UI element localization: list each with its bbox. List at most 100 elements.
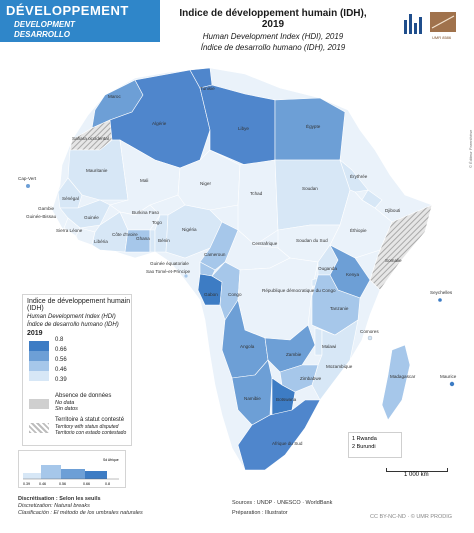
svg-text:Madagascar: Madagascar: [390, 374, 416, 379]
title-en: Human Development Index (HDI), 2019: [202, 32, 344, 41]
svg-text:Côte d'Ivoire: Côte d'Ivoire: [112, 232, 138, 237]
banner-title-es: DESARROLLO: [14, 30, 70, 39]
prodig-logo-icon: [430, 12, 456, 32]
svg-text:Gambie: Gambie: [38, 206, 55, 211]
country-madagascar: [381, 344, 411, 421]
svg-text:Niger: Niger: [200, 181, 211, 186]
svg-text:Tanzanie: Tanzanie: [330, 306, 349, 311]
country-eritrea: [339, 159, 369, 193]
hist-tick-3: 0.56: [59, 482, 66, 486]
banner-title-fr: DÉVELOPPEMENT: [6, 3, 129, 18]
svg-text:Ouganda: Ouganda: [318, 266, 337, 271]
country-malawi: [314, 327, 323, 356]
footer-license: CC BY-NC-ND · © UMR PRODIG: [370, 514, 453, 520]
legend: Indice de développement humain (IDH) Huma…: [22, 294, 132, 446]
svg-text:Cameroun: Cameroun: [204, 252, 226, 257]
svg-text:Congo: Congo: [228, 292, 242, 297]
legend-break-3: 0.56: [55, 357, 67, 363]
country-somalia: [369, 204, 433, 291]
banner-title-en: DEVELOPMENT: [14, 20, 75, 29]
svg-text:Guinée équatoriale: Guinée équatoriale: [150, 261, 189, 266]
bar-logo-icon: [404, 14, 422, 34]
svg-text:Sierra Léone: Sierra Léone: [56, 228, 83, 233]
legend-title-fr: Indice de développement humain (IDH): [27, 298, 131, 312]
distribution-histogram: 0.39 0.46 0.56 0.66 0.8 Sd Afrique: [18, 450, 126, 488]
svg-text:Maroc: Maroc: [108, 94, 121, 99]
nodata-swatch: [29, 399, 49, 409]
svg-text:Bénin: Bénin: [158, 238, 170, 243]
legend-title-en: Human Development Index (HDI): [27, 314, 116, 320]
country-mozambique: [311, 319, 359, 401]
country-namibia: [231, 359, 273, 426]
svg-text:Togo: Togo: [152, 220, 162, 225]
country-mauritius: [449, 381, 455, 387]
svg-text:Nigéria: Nigéria: [182, 227, 197, 232]
svg-text:Mauritanie: Mauritanie: [86, 168, 108, 173]
nodata-en: No data: [55, 400, 75, 406]
svg-text:Seychelles: Seychelles: [430, 290, 453, 295]
country-south-africa: [237, 399, 321, 471]
svg-text:Malawi: Malawi: [322, 344, 336, 349]
svg-text:Kenya: Kenya: [346, 272, 359, 277]
svg-text:Libéria: Libéria: [94, 239, 108, 244]
legend-disputed: Territoire à statut contesté Territory w…: [23, 417, 131, 443]
svg-text:Sénégal: Sénégal: [62, 196, 79, 201]
inset-item-2: 2 Burundi: [352, 444, 376, 450]
country-sao-tome: [184, 274, 188, 278]
footer-discretizacion-es: Clasificación : El método de los umbrale…: [18, 510, 143, 516]
svg-text:Namibie: Namibie: [244, 396, 261, 401]
country-egypt: [274, 97, 346, 161]
legend-swatch-3: [29, 361, 49, 371]
svg-text:Soudan: Soudan: [302, 186, 318, 191]
footer-discretisation: Discrétisation : Selon les seuils: [18, 496, 101, 502]
footer-preparation: Préparation : Illustrator: [232, 510, 288, 516]
svg-text:Sahara occidental: Sahara occidental: [72, 136, 109, 141]
publisher-logos: UMR 8586: [404, 12, 456, 40]
svg-text:Djibouti: Djibouti: [385, 208, 400, 213]
publisher-text: UMR 8586: [432, 35, 452, 40]
svg-text:© Éditeur Parenthèse: © Éditeur Parenthèse: [468, 129, 473, 168]
svg-text:Sao Tomé-et-Principe: Sao Tomé-et-Principe: [146, 269, 191, 274]
map-title: Indice de développement humain (IDH), 20…: [168, 8, 378, 52]
section-banner: DÉVELOPPEMENT DEVELOPMENT DESARROLLO: [0, 0, 160, 42]
africa-hdi-map: Maroc Algérie Tunisie Libye Égypte Sahar…: [18, 67, 457, 471]
title-es: Índice de desarrollo humano (IDH), 2019: [200, 43, 346, 52]
disputed-fr: Territoire à statut contesté: [55, 417, 125, 423]
svg-text:Somalie: Somalie: [385, 258, 402, 263]
svg-text:République démocratique du Con: République démocratique du Congo: [262, 288, 336, 293]
hist-tick-4: 0.66: [83, 482, 90, 486]
disputed-en: Territory with status disputed: [55, 424, 119, 430]
legend-break-1: 0.8: [55, 337, 64, 343]
country-liberia: [75, 227, 96, 246]
svg-text:Mali: Mali: [140, 178, 148, 183]
country-comoros: [367, 335, 373, 341]
footer-discretization-en: Discretization: Natural breaks: [18, 503, 90, 509]
svg-text:Afrique du Sud: Afrique du Sud: [272, 441, 303, 446]
svg-text:Zimbabwe: Zimbabwe: [300, 376, 322, 381]
legend-break-5: 0.39: [55, 377, 67, 383]
hist-tick-1: 0.39: [23, 482, 30, 486]
country-chad: [237, 159, 279, 246]
svg-text:Tunisie: Tunisie: [200, 86, 215, 91]
country-cape-verde: [26, 184, 30, 188]
svg-text:Burkina Faso: Burkina Faso: [132, 210, 160, 215]
footer-sources: Sources : UNDP · UNESCO · WorldBank: [232, 500, 333, 506]
country-zambia: [264, 324, 316, 373]
inset-item-1: 1 Rwanda: [352, 436, 377, 442]
svg-text:Mozambique: Mozambique: [326, 364, 353, 369]
disputed-es: Territorio con estado contestado: [55, 430, 127, 436]
svg-text:Zambie: Zambie: [286, 352, 302, 357]
svg-text:Guinée-Bissau: Guinée-Bissau: [26, 214, 57, 219]
svg-text:Libye: Libye: [238, 126, 249, 131]
side-credit: © Éditeur Parenthèse: [468, 129, 473, 168]
country-seychelles: [438, 298, 442, 302]
country-labels: Maroc Algérie Tunisie Libye Égypte Sahar…: [18, 86, 457, 446]
svg-text:Angola: Angola: [240, 344, 255, 349]
svg-text:Algérie: Algérie: [152, 121, 167, 126]
svg-text:Comores: Comores: [360, 329, 379, 334]
country-botswana: [271, 377, 296, 416]
title-fr: Indice de développement humain (IDH), 20…: [179, 8, 367, 30]
svg-text:Centrafrique: Centrafrique: [252, 241, 278, 246]
country-togo: [149, 229, 156, 253]
svg-text:Égypte: Égypte: [306, 123, 321, 129]
